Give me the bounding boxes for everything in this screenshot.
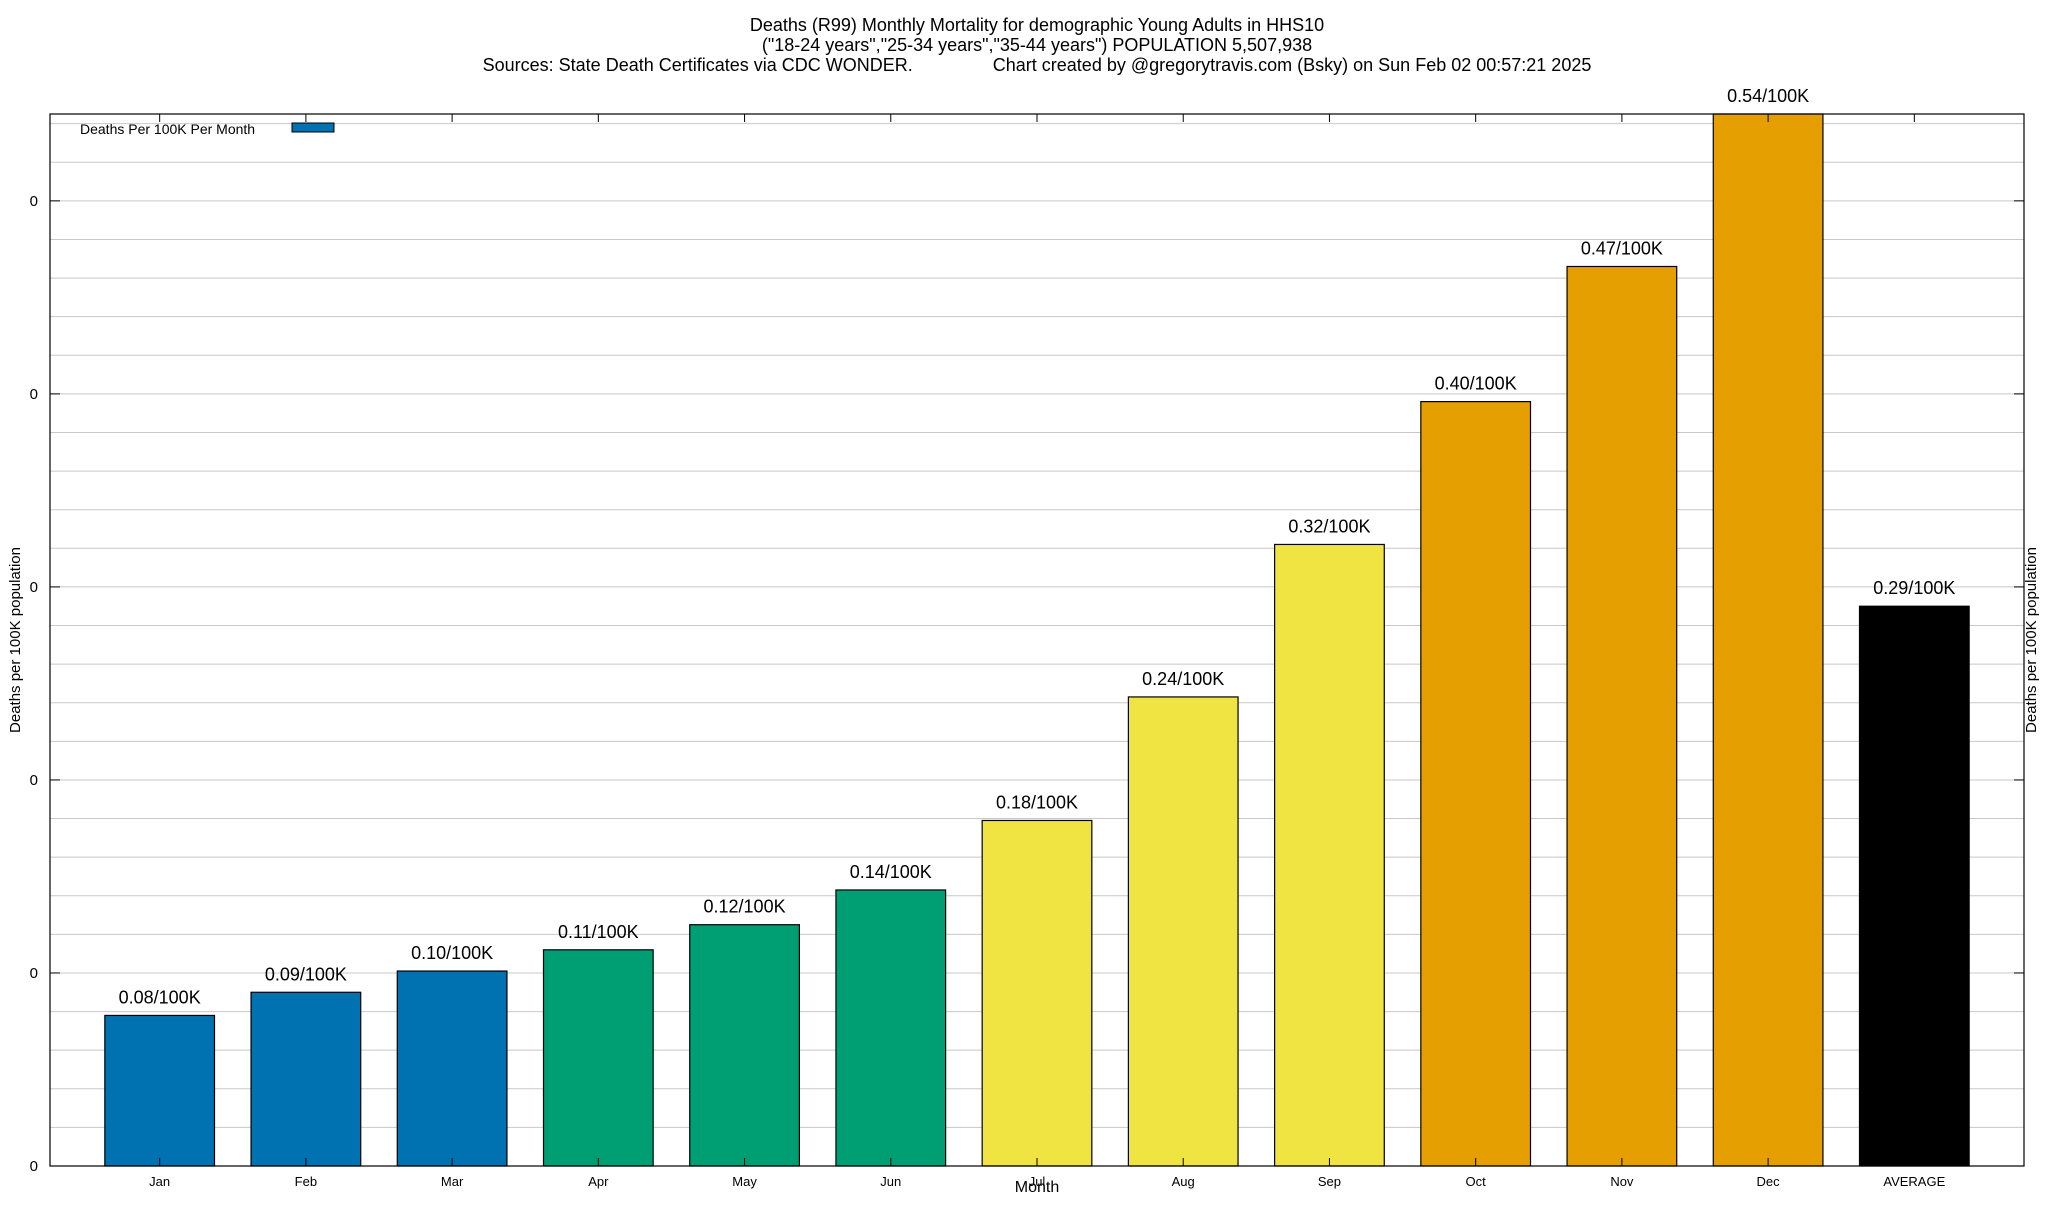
bar-value-label: 0.40/100K — [1435, 374, 1517, 394]
axes-layer: 0 0 0 0 0 0 Jan Feb Mar Apr May Jun Jul Aug Sep Oct Nov D… — [30, 113, 2025, 1189]
x-tick-label: Mar — [441, 1174, 464, 1189]
y-tick-label: 0 — [30, 193, 38, 210]
x-tick-label: Aug — [1172, 1174, 1195, 1189]
bar — [542, 949, 654, 1167]
x-tick-label: Oct — [1466, 1174, 1487, 1189]
legend-label: Deaths Per 100K Per Month — [80, 121, 255, 137]
bar-value-label: 0.47/100K — [1581, 238, 1663, 258]
x-tick-label: Dec — [1757, 1174, 1781, 1189]
bar — [104, 1014, 216, 1167]
x-tick-label: Jun — [880, 1174, 901, 1189]
chart-subtitle: ("18-24 years","25-34 years","35-44 year… — [762, 35, 1312, 55]
x-tick-label: Apr — [588, 1174, 609, 1189]
bar — [1712, 113, 1824, 1167]
x-tick-label: Jan — [149, 1174, 170, 1189]
bar — [396, 970, 508, 1167]
bar-value-label: 0.09/100K — [265, 964, 347, 984]
bar-value-label: 0.12/100K — [704, 897, 786, 917]
bar — [1274, 543, 1385, 1167]
x-tick-label: AVERAGE — [1883, 1174, 1945, 1189]
y-tick-label: 0 — [30, 772, 38, 789]
bar — [1566, 265, 1678, 1167]
chart-title: Deaths (R99) Monthly Mortality for demog… — [750, 15, 1324, 35]
bar-value-label: 0.32/100K — [1288, 516, 1370, 536]
bar — [689, 924, 800, 1167]
y-axis-label-left: Deaths per 100K population — [7, 547, 24, 733]
bar-value-label: 0.24/100K — [1142, 669, 1224, 689]
x-tick-label: May — [732, 1174, 757, 1189]
chart-source-line: Sources: State Death Certificates via CD… — [483, 55, 1592, 75]
x-axis-label: Month — [1015, 1179, 1059, 1196]
bar — [1858, 605, 1970, 1167]
y-tick-label: 0 — [30, 579, 38, 596]
bar-value-label: 0.11/100K — [558, 922, 639, 942]
grid-layer — [50, 123, 2024, 1128]
bar-value-label: 0.08/100K — [119, 987, 201, 1007]
x-tick-label: Feb — [295, 1174, 317, 1189]
bars-layer — [104, 113, 1970, 1167]
y-tick-label: 0 — [30, 965, 38, 982]
y-tick-label: 0 — [30, 386, 38, 403]
y-tick-label: 0 — [30, 1158, 38, 1175]
y-axis-label-right: Deaths per 100K population — [2023, 547, 2040, 733]
legend-swatch — [291, 122, 335, 133]
bar — [835, 889, 947, 1167]
value-labels-layer: 0.08/100K 0.09/100K 0.10/100K 0.11/100K 0.12… — [119, 86, 1956, 1007]
bar — [250, 991, 362, 1167]
legend: Deaths Per 100K Per Month — [80, 121, 335, 137]
plot-border — [49, 113, 2025, 1167]
bar-value-label: 0.14/100K — [850, 862, 932, 882]
bar — [981, 819, 1093, 1167]
x-tick-label: Sep — [1318, 1174, 1341, 1189]
bar-value-label: 0.18/100K — [996, 792, 1078, 812]
x-tick-label: Nov — [1610, 1174, 1634, 1189]
bar-value-label: 0.29/100K — [1873, 578, 1955, 598]
bar — [1420, 401, 1532, 1167]
bar-value-label: 0.54/100K — [1727, 86, 1809, 106]
x-tick-label: Jul — [1029, 1174, 1046, 1189]
bar-value-label: 0.10/100K — [411, 943, 493, 963]
bar — [1127, 696, 1239, 1167]
